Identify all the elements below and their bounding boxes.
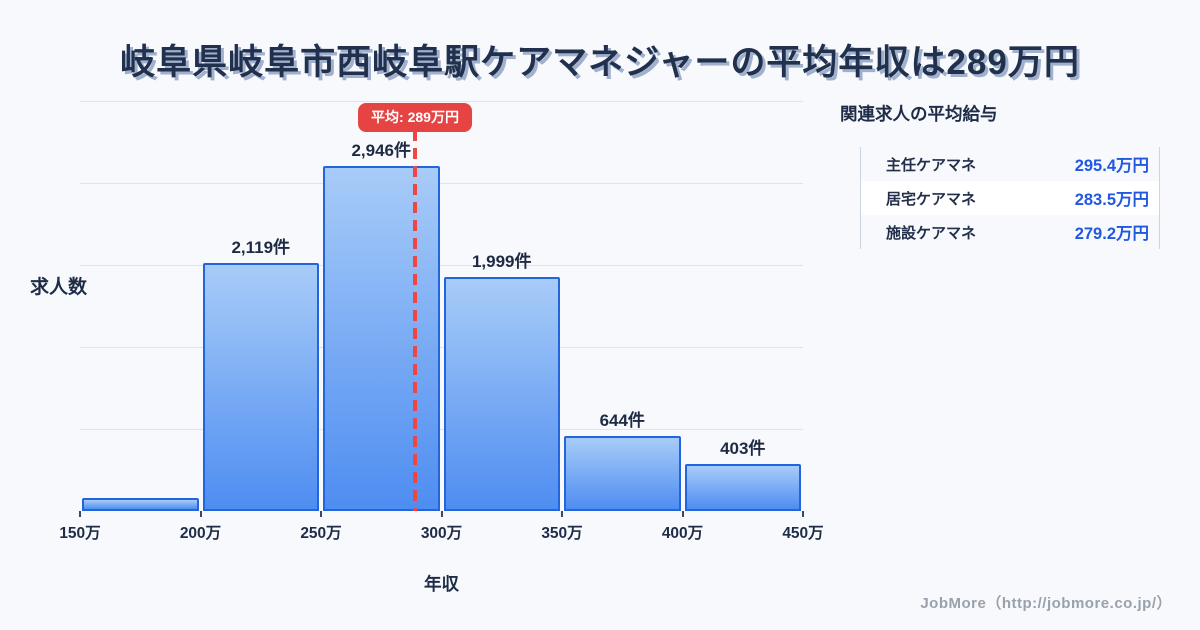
y-axis-label: 求人数 xyxy=(30,277,88,298)
x-tick-label: 250万 xyxy=(300,525,342,542)
x-tick-label: 450万 xyxy=(782,525,824,542)
table-row: 主任ケアマネ 295.4万円 xyxy=(861,147,1159,181)
histogram-bar xyxy=(202,263,319,511)
gridline xyxy=(80,347,803,348)
x-tick-mark xyxy=(440,511,443,517)
related-jobs-heading: 関連求人の平均給与 xyxy=(840,104,998,124)
job-salary-value: 295.4万円 xyxy=(1074,157,1149,175)
histogram-bar xyxy=(684,464,801,511)
job-type-label: 主任ケアマネ xyxy=(886,156,977,174)
job-type-label: 居宅ケアマネ xyxy=(886,190,977,208)
job-type-label: 施設ケアマネ xyxy=(886,224,977,242)
histogram-bar xyxy=(443,277,560,511)
related-jobs-table: 主任ケアマネ 295.4万円 居宅ケアマネ 283.5万円 施設ケアマネ 279… xyxy=(860,147,1160,249)
x-axis-label: 年収 xyxy=(424,574,459,594)
table-row: 施設ケアマネ 279.2万円 xyxy=(861,215,1159,249)
histogram-bar xyxy=(323,166,440,511)
x-tick-mark xyxy=(199,511,202,517)
mean-line xyxy=(412,130,417,511)
gridline xyxy=(80,101,803,102)
histogram-bar xyxy=(564,436,681,511)
x-tick-label: 350万 xyxy=(541,525,583,542)
x-tick-mark xyxy=(320,511,322,517)
x-tick-mark xyxy=(79,511,81,517)
bar-count-label: 644件 xyxy=(599,411,645,430)
site-credit: JobMore（http://jobmore.co.jp/） xyxy=(920,595,1172,612)
bar-count-label: 403件 xyxy=(720,439,766,458)
gridline xyxy=(80,429,803,430)
page-title: 岐阜県岐阜市西岐阜駅ケアマネジャーの平均年収は289万円 xyxy=(120,43,1080,82)
gridline xyxy=(80,183,803,184)
x-tick-mark xyxy=(681,511,684,517)
job-salary-value: 279.2万円 xyxy=(1074,225,1149,243)
x-tick-mark xyxy=(561,511,563,517)
histogram-plot-area: 2,119件 2,946件 1,999件 644件 403件 150万 200万 250万 30… xyxy=(59,101,824,542)
x-tick-label: 200万 xyxy=(179,525,222,542)
x-tick-label: 150万 xyxy=(59,525,101,542)
table-row: 居宅ケアマネ 283.5万円 xyxy=(861,181,1159,215)
job-salary-value: 283.5万円 xyxy=(1074,191,1149,209)
x-tick-label: 300万 xyxy=(420,525,463,542)
histogram-bar xyxy=(82,498,199,511)
gridline xyxy=(80,265,803,266)
mean-value-badge: 平均: 289万円 xyxy=(358,103,472,132)
x-tick-label: 400万 xyxy=(661,525,704,542)
bar-count-label: 2,119件 xyxy=(231,238,291,257)
x-tick-mark xyxy=(802,511,804,517)
bar-count-label: 1,999件 xyxy=(471,252,532,271)
bar-count-label: 2,946件 xyxy=(351,141,412,160)
